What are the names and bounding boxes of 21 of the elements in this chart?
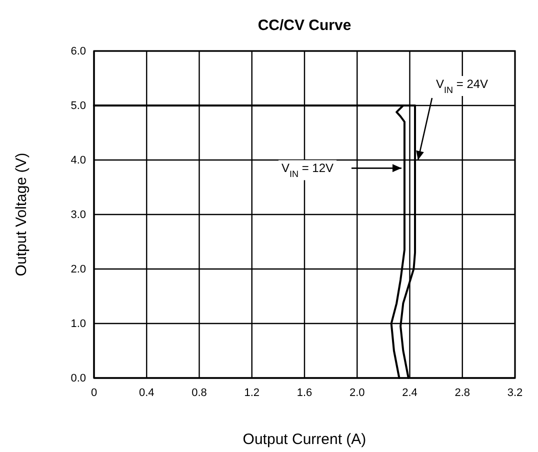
x-tick-label: 2.4 — [402, 386, 418, 399]
x-axis-title: Output Current (A) — [242, 431, 366, 448]
y-tick-label: 5.0 — [70, 100, 86, 112]
y-tick-label: 1.0 — [70, 318, 86, 330]
y-axis-title: Output Voltage (V) — [13, 152, 30, 276]
x-tick-label: 0 — [90, 386, 98, 399]
x-tick-label: 0.8 — [192, 386, 207, 399]
x-tick-label: 2.8 — [454, 386, 470, 399]
y-tick-label: 3.0 — [70, 209, 86, 222]
x-tick-label: 3.2 — [507, 386, 523, 399]
y-tick-label: 4.0 — [70, 154, 86, 167]
x-tick-label: 2.0 — [349, 386, 365, 399]
y-tick-label: 2.0 — [70, 264, 86, 276]
y-tick-label: 6.0 — [70, 46, 86, 58]
x-tick-label: 0.4 — [138, 386, 154, 399]
x-tick-label: 1.2 — [244, 386, 260, 399]
series-label: V$_{IN}$ = 24V — [436, 77, 488, 95]
y-tick-label: 0.0 — [70, 372, 86, 385]
x-tick-label: 1.6 — [296, 386, 312, 399]
legend-label: V$_{IN}$ = 12V — [281, 161, 334, 180]
chart-title: CC/CV Curve — [258, 17, 352, 34]
